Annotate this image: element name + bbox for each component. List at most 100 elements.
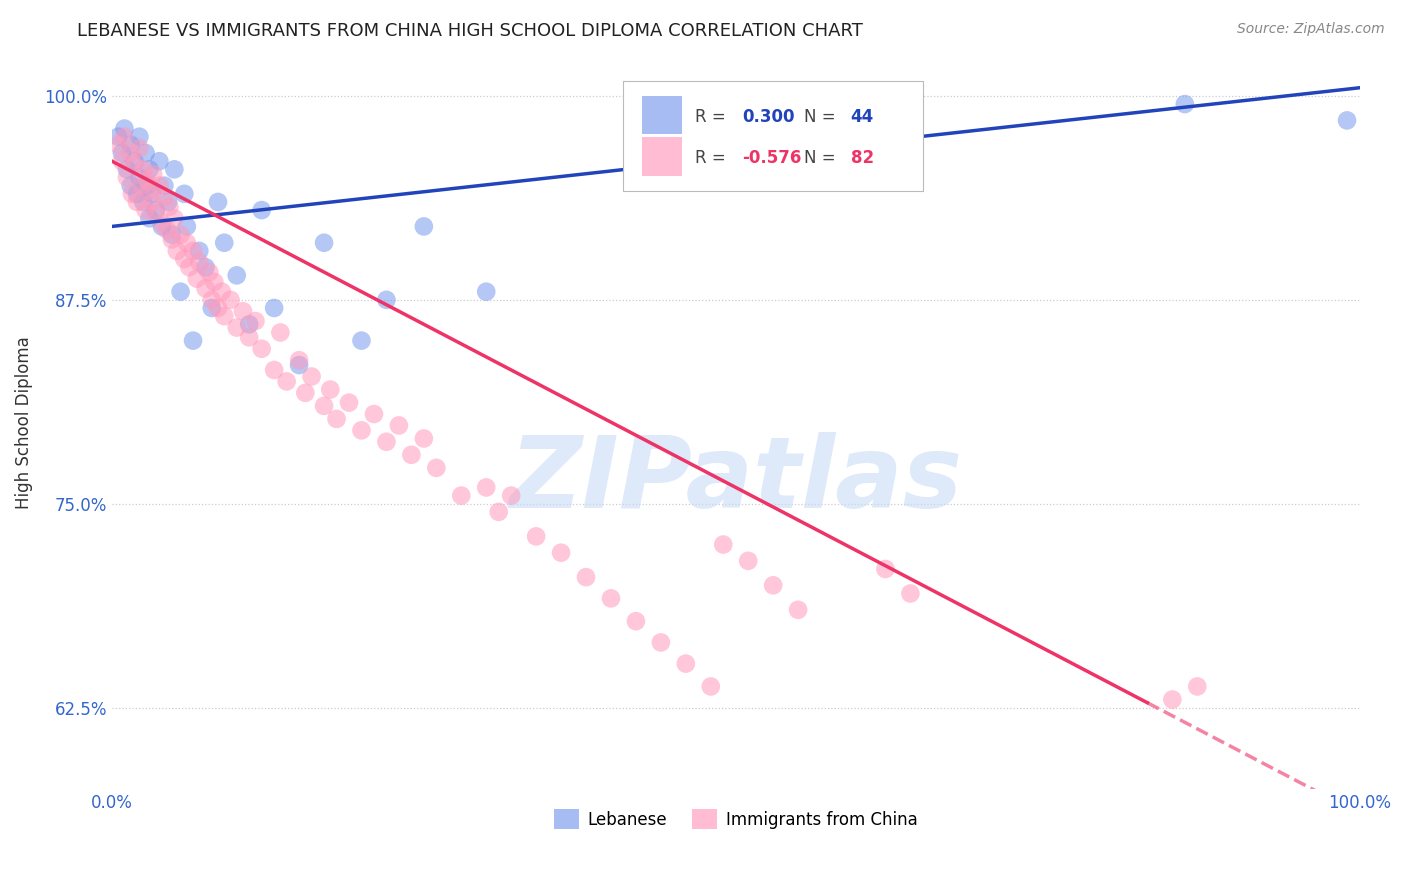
Point	[325, 412, 347, 426]
Point	[875, 562, 897, 576]
Point	[163, 211, 186, 226]
Point	[111, 154, 134, 169]
Point	[148, 178, 170, 193]
Point	[120, 146, 142, 161]
Point	[276, 375, 298, 389]
Point	[301, 369, 323, 384]
Point	[312, 235, 335, 250]
Point	[157, 200, 180, 214]
Point	[1161, 692, 1184, 706]
Text: R =: R =	[695, 149, 731, 167]
Text: N =: N =	[804, 108, 841, 126]
Point	[163, 162, 186, 177]
Point	[132, 162, 155, 177]
Point	[550, 546, 572, 560]
Point	[150, 216, 173, 230]
Point	[1336, 113, 1358, 128]
Point	[207, 194, 229, 209]
Point	[160, 232, 183, 246]
Point	[198, 265, 221, 279]
Point	[138, 211, 160, 226]
FancyBboxPatch shape	[643, 95, 682, 134]
Point	[194, 281, 217, 295]
Point	[145, 203, 167, 218]
Point	[412, 219, 434, 234]
Point	[201, 301, 224, 315]
Point	[650, 635, 672, 649]
Legend: Lebanese, Immigrants from China: Lebanese, Immigrants from China	[547, 802, 924, 836]
Point	[124, 157, 146, 171]
Point	[288, 353, 311, 368]
Point	[488, 505, 510, 519]
Point	[269, 326, 291, 340]
Point	[312, 399, 335, 413]
Point	[135, 178, 157, 193]
Point	[624, 614, 647, 628]
Point	[575, 570, 598, 584]
Point	[179, 260, 201, 275]
Point	[150, 219, 173, 234]
Point	[1174, 97, 1197, 112]
Point	[219, 293, 242, 307]
Point	[128, 170, 150, 185]
Point	[145, 206, 167, 220]
Point	[337, 395, 360, 409]
Point	[250, 203, 273, 218]
Point	[135, 174, 157, 188]
Y-axis label: High School Diploma: High School Diploma	[15, 335, 32, 508]
FancyBboxPatch shape	[643, 137, 682, 176]
Point	[135, 146, 157, 161]
Point	[211, 285, 233, 299]
Point	[188, 255, 211, 269]
Point	[181, 334, 204, 348]
Point	[153, 178, 176, 193]
Text: 44: 44	[851, 108, 873, 126]
Point	[173, 252, 195, 266]
Point	[263, 301, 285, 315]
Point	[141, 186, 163, 201]
Point	[232, 304, 254, 318]
Point	[138, 184, 160, 198]
Point	[238, 330, 260, 344]
Point	[114, 121, 136, 136]
Point	[169, 285, 191, 299]
Point	[350, 334, 373, 348]
Text: R =: R =	[695, 108, 731, 126]
Point	[363, 407, 385, 421]
Point	[181, 244, 204, 258]
Text: N =: N =	[804, 149, 841, 167]
Point	[212, 309, 235, 323]
Point	[263, 363, 285, 377]
Point	[186, 271, 208, 285]
Point	[173, 186, 195, 201]
Point	[135, 203, 157, 218]
Point	[375, 293, 398, 307]
Point	[157, 194, 180, 209]
Point	[450, 489, 472, 503]
Point	[225, 268, 247, 283]
Point	[132, 194, 155, 209]
Point	[194, 260, 217, 275]
Point	[375, 434, 398, 449]
Point	[737, 554, 759, 568]
Point	[138, 162, 160, 177]
Point	[401, 448, 423, 462]
Point	[762, 578, 785, 592]
Point	[207, 301, 229, 315]
Point	[188, 244, 211, 258]
Point	[288, 358, 311, 372]
Text: Source: ZipAtlas.com: Source: ZipAtlas.com	[1237, 22, 1385, 37]
Point	[700, 680, 723, 694]
Text: LEBANESE VS IMMIGRANTS FROM CHINA HIGH SCHOOL DIPLOMA CORRELATION CHART: LEBANESE VS IMMIGRANTS FROM CHINA HIGH S…	[77, 22, 863, 40]
Text: ZIPatlas: ZIPatlas	[509, 433, 962, 530]
Point	[125, 186, 148, 201]
Point	[176, 235, 198, 250]
Point	[115, 162, 138, 177]
Point	[202, 275, 225, 289]
Point	[111, 146, 134, 161]
Point	[125, 194, 148, 209]
Point	[107, 129, 129, 144]
Point	[475, 285, 498, 299]
Point	[169, 227, 191, 242]
Point	[142, 167, 165, 181]
